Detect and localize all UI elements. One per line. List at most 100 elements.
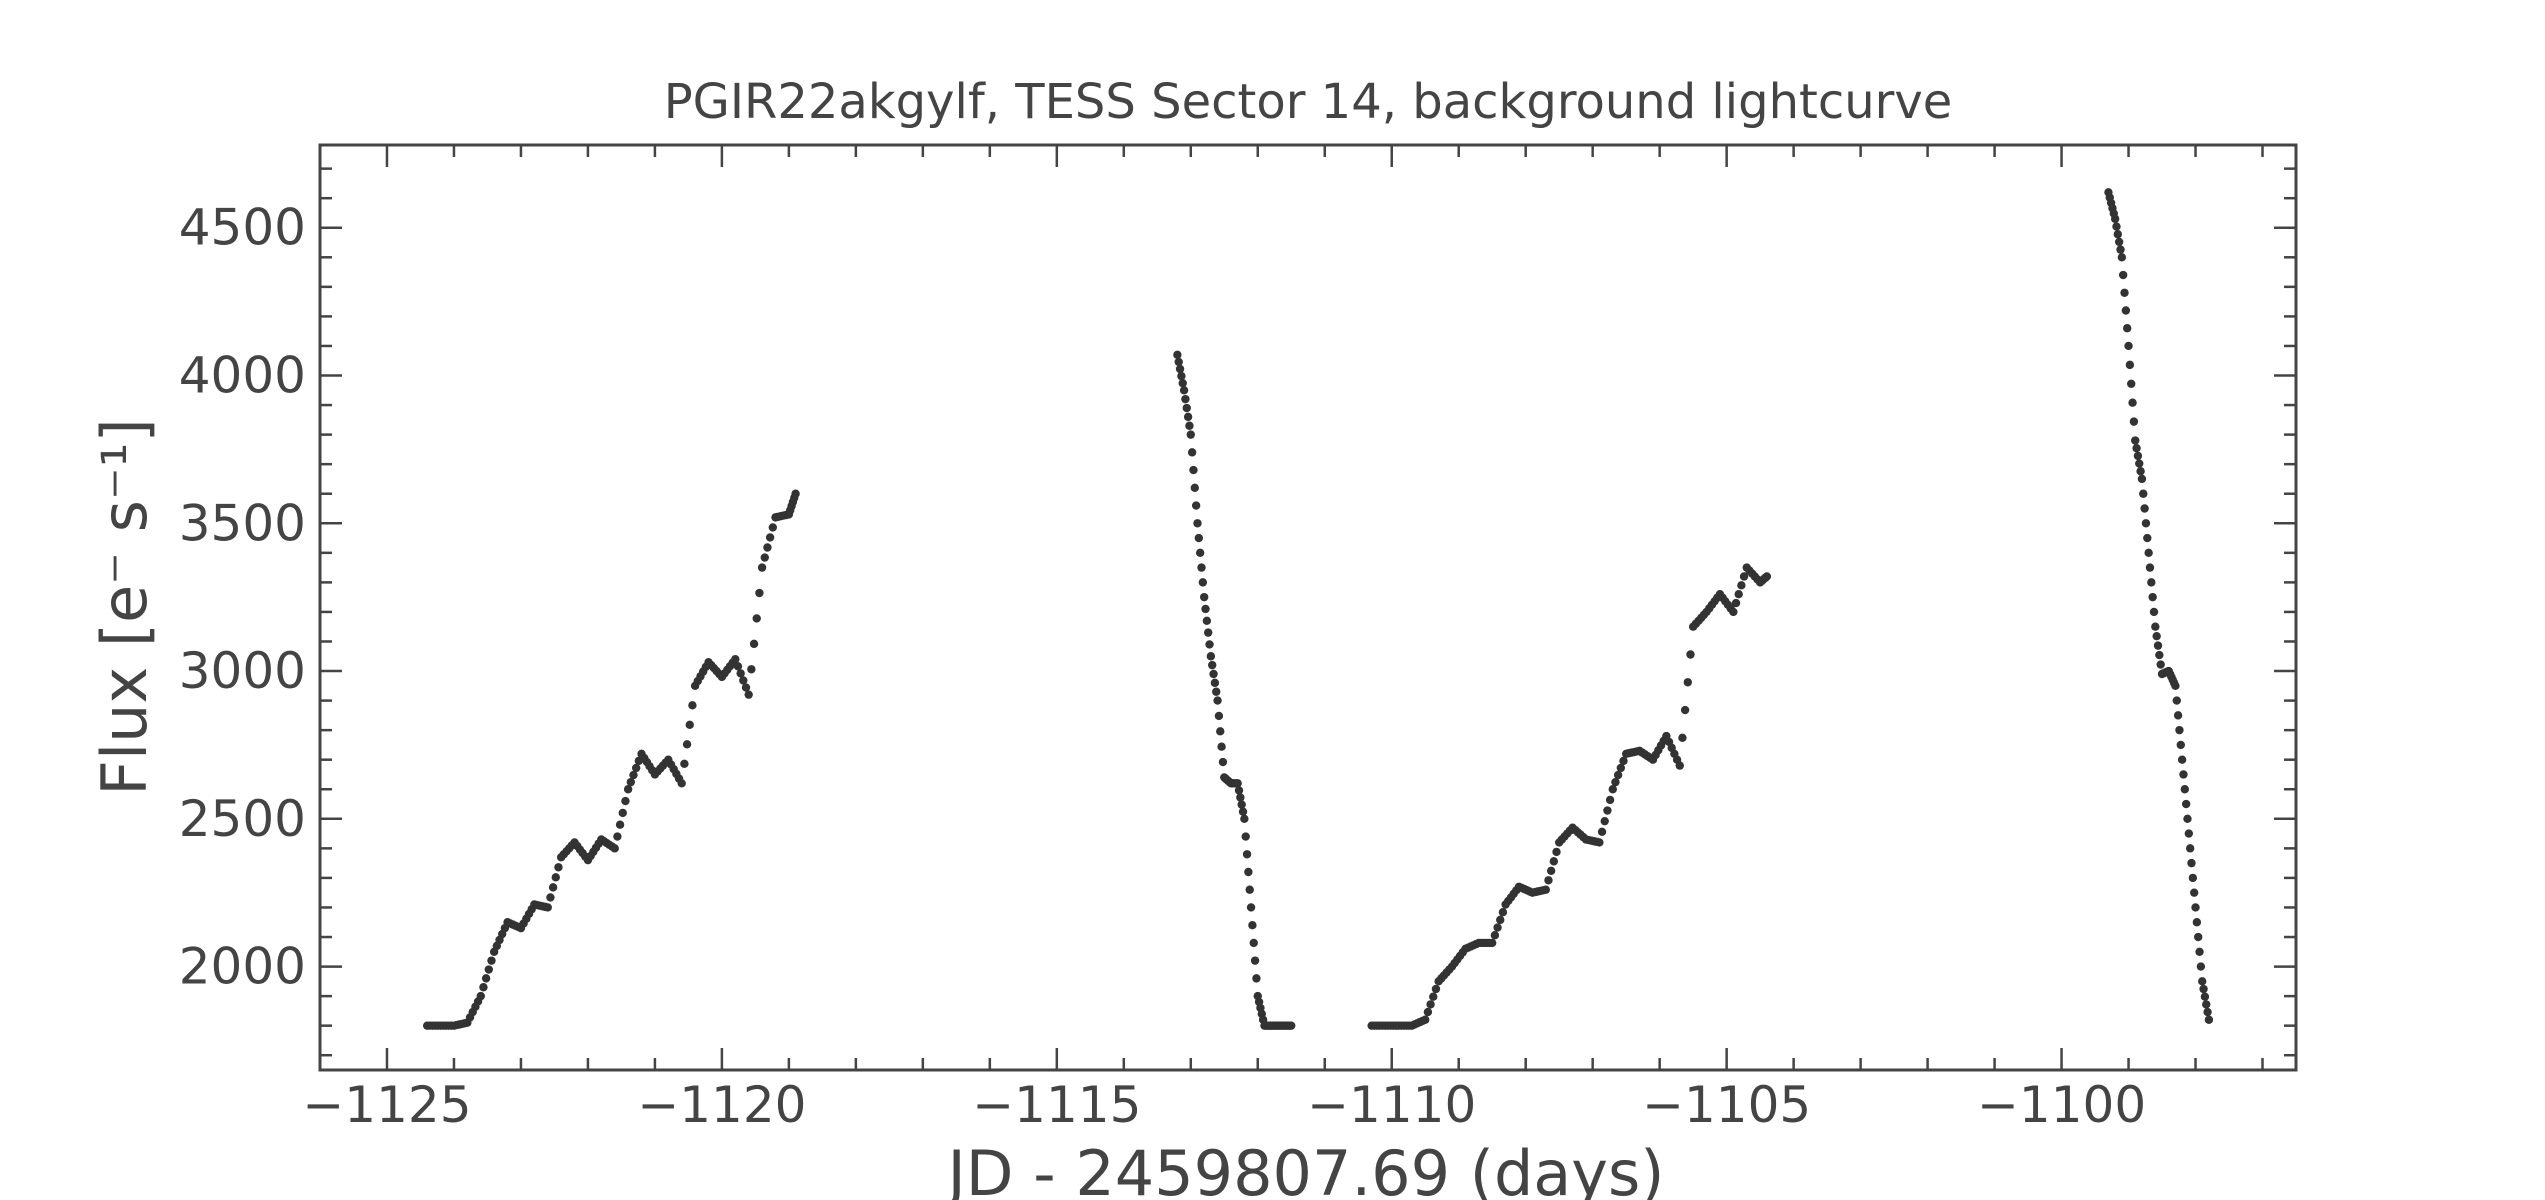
data-point — [1206, 652, 1216, 661]
data-point — [2117, 253, 2127, 262]
data-point — [1185, 421, 1194, 430]
data-point — [739, 676, 748, 685]
data-point — [1541, 885, 1550, 894]
data-point — [613, 832, 622, 841]
data-point — [1199, 592, 1209, 602]
data-point — [768, 523, 778, 532]
data-point — [1195, 548, 1205, 558]
data-point — [2199, 984, 2208, 994]
data-point — [623, 785, 633, 794]
data-point — [733, 662, 743, 671]
data-point — [763, 543, 772, 552]
data-point — [615, 820, 625, 829]
data-point — [1189, 465, 1198, 475]
data-point — [1186, 430, 1195, 439]
data-point — [631, 763, 641, 773]
data-point — [2137, 474, 2147, 484]
data-point — [2114, 237, 2124, 247]
data-point — [1202, 616, 1212, 625]
data-point — [546, 893, 555, 902]
data-point — [1198, 578, 1208, 587]
data-point — [1210, 678, 1220, 688]
y-tick-label: 4000 — [179, 347, 306, 405]
data-point — [1173, 350, 1182, 360]
data-point — [736, 669, 745, 678]
data-point — [1174, 357, 1183, 367]
data-point — [1611, 777, 1620, 787]
data-point — [1236, 793, 1245, 802]
data-point — [2152, 631, 2161, 641]
data-point — [2127, 379, 2136, 388]
data-point — [1203, 628, 1213, 637]
y-tick-label: 3500 — [179, 494, 306, 552]
data-point — [1729, 607, 1738, 617]
data-point — [1546, 866, 1556, 876]
data-point — [2155, 650, 2164, 660]
data-point — [1762, 572, 1772, 581]
data-point — [2132, 444, 2141, 453]
data-point — [2198, 977, 2207, 986]
data-point — [2171, 681, 2180, 691]
data-point — [551, 873, 560, 882]
x-tick-label: −1120 — [637, 1076, 806, 1134]
data-point — [2185, 844, 2195, 853]
data-point — [682, 740, 692, 749]
data-point — [1208, 660, 1217, 670]
data-point — [1209, 669, 1218, 679]
data-point — [1250, 956, 1260, 965]
data-point — [1241, 832, 1250, 841]
data-point — [677, 779, 686, 788]
data-point — [626, 777, 636, 787]
data-point — [2121, 306, 2131, 315]
data-point — [2153, 641, 2163, 650]
data-point — [1218, 757, 1228, 767]
data-point — [1216, 727, 1225, 736]
data-point — [2172, 696, 2181, 705]
data-point — [1683, 678, 1692, 687]
data-point — [1244, 867, 1253, 877]
x-tick-label: −1110 — [1307, 1076, 1476, 1134]
data-point — [2202, 1000, 2211, 1009]
data-point — [1242, 850, 1252, 859]
data-point — [1205, 640, 1214, 649]
data-point — [2151, 622, 2160, 631]
data-point — [2116, 245, 2125, 254]
data-point — [765, 533, 775, 542]
data-point — [760, 553, 769, 562]
data-point — [2123, 324, 2132, 333]
data-point — [1426, 1000, 1435, 1009]
data-point — [2183, 814, 2192, 824]
data-point — [1552, 847, 1561, 857]
data-point — [1605, 795, 1615, 805]
data-point — [2175, 725, 2184, 735]
data-point — [791, 489, 800, 498]
data-point — [1194, 533, 1204, 543]
data-point — [1179, 386, 1189, 395]
data-point — [1252, 974, 1261, 983]
data-point — [2200, 992, 2210, 1001]
data-point — [2120, 288, 2129, 297]
data-point — [621, 796, 630, 806]
data-point — [1191, 501, 1201, 510]
data-point — [2180, 785, 2190, 794]
data-point — [680, 759, 689, 769]
data-point — [2113, 230, 2123, 239]
data-point — [755, 588, 764, 598]
data-point — [2135, 459, 2144, 468]
data-point — [2143, 533, 2152, 543]
data-point — [2112, 222, 2121, 231]
data-point — [1183, 412, 1193, 422]
data-point — [2139, 489, 2148, 498]
x-tick-label: −1105 — [1642, 1076, 1811, 1134]
data-point — [1177, 371, 1186, 381]
data-point — [1686, 650, 1695, 659]
data-point — [2156, 660, 2165, 669]
data-point — [2128, 398, 2137, 407]
data-point — [2118, 270, 2128, 280]
data-point — [1597, 827, 1607, 837]
data-point — [2204, 1015, 2214, 1024]
data-point — [554, 863, 563, 872]
data-point — [2191, 903, 2200, 912]
data-point — [1731, 598, 1741, 608]
data-point — [1608, 785, 1617, 794]
